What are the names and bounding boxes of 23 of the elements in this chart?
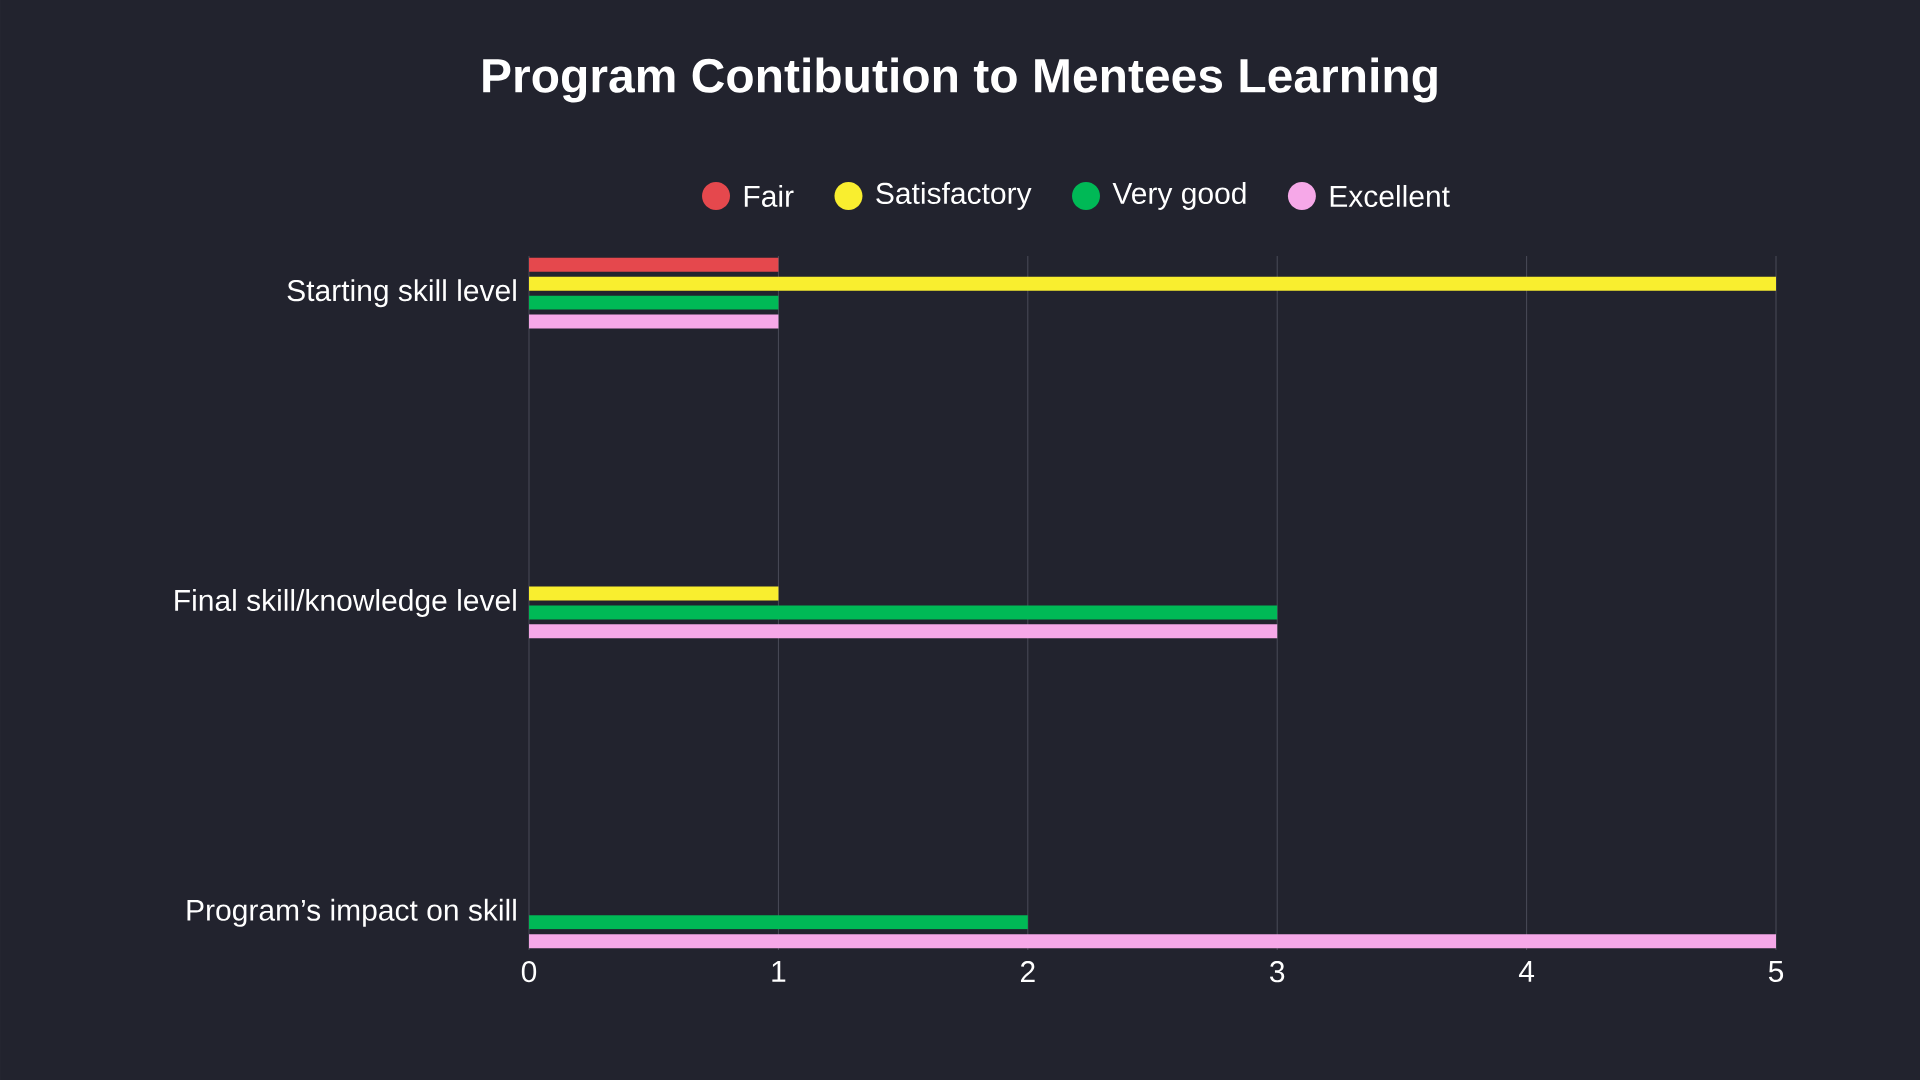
chart-title: Program Contibution to Mentees Learning <box>483 57 1437 103</box>
bar <box>529 915 1028 930</box>
bar <box>529 605 1278 620</box>
x-tick-label: 0 <box>521 961 537 983</box>
x-tick-label: 5 <box>1768 961 1784 982</box>
y-tick-label: Final skill/knowledge level <box>175 589 516 617</box>
bar <box>529 934 1777 949</box>
bar <box>529 295 779 310</box>
legend-label: Fair <box>744 184 794 207</box>
x-tick-label: 4 <box>1518 961 1535 982</box>
x-tick-label: 2 <box>1020 961 1035 983</box>
bar <box>529 276 1777 291</box>
x-tick-label: 1 <box>772 961 786 982</box>
bar <box>529 314 779 329</box>
y-tick-label: Starting skill level <box>287 279 516 308</box>
y-tick-label: Program’s impact on skill <box>187 898 516 927</box>
legend-label: Satisfactory <box>876 182 1032 210</box>
legend-label: Excellent <box>1330 184 1450 207</box>
bar <box>529 624 1278 639</box>
legend-label: Very good <box>1112 182 1246 210</box>
bar <box>529 586 779 601</box>
x-tick-label: 3 <box>1270 961 1285 983</box>
bar <box>529 257 779 272</box>
